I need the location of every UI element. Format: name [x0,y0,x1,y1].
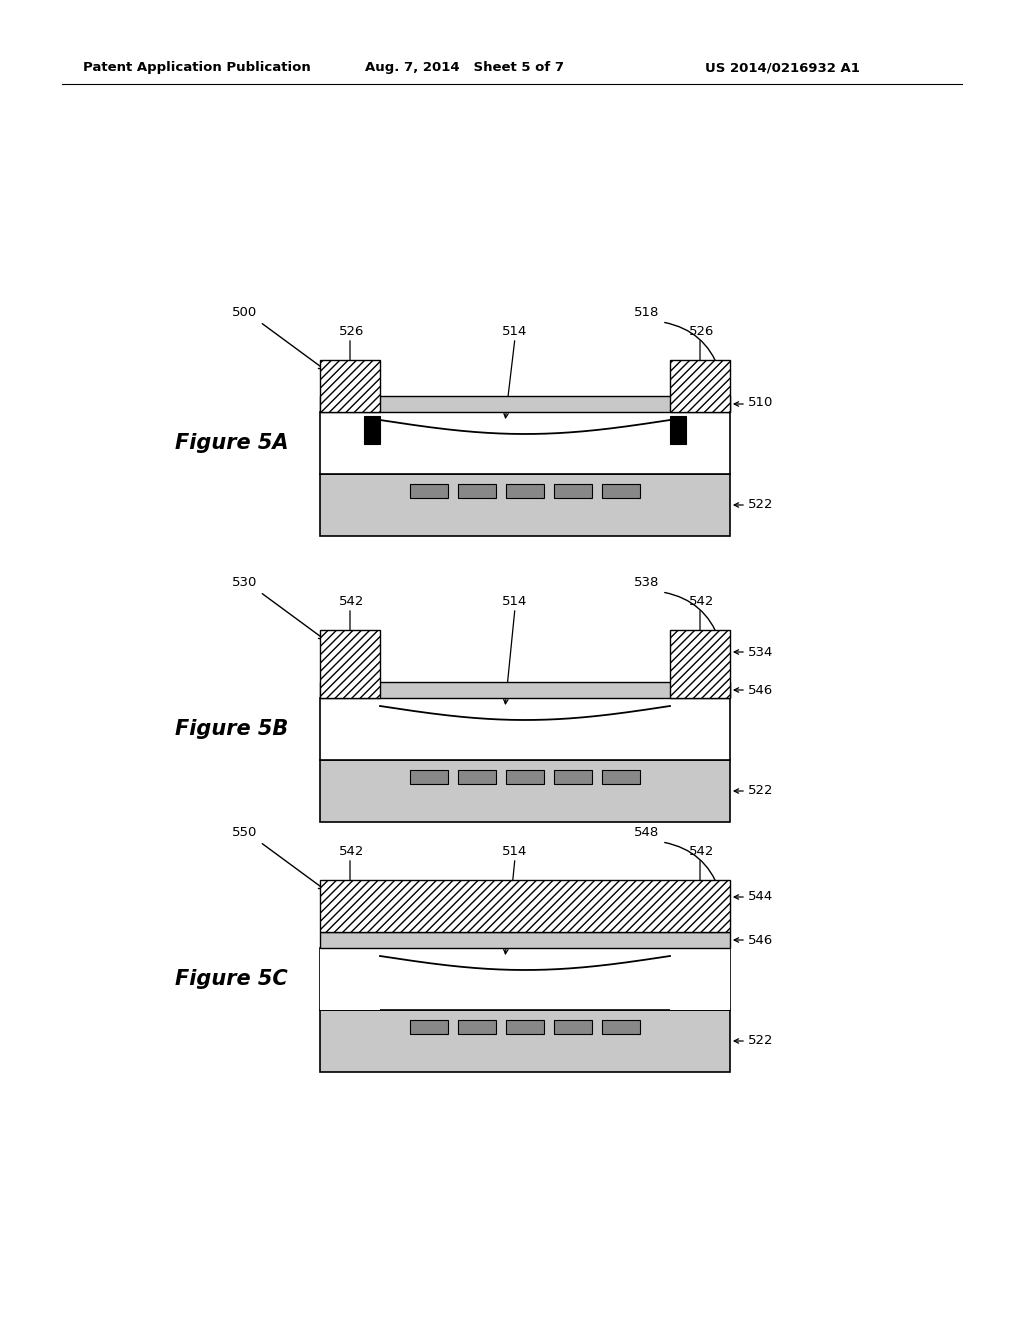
Text: Figure 5B: Figure 5B [175,719,288,739]
Text: Figure 5A: Figure 5A [175,433,289,453]
Bar [380,360,670,396]
Text: 542: 542 [689,845,715,858]
Bar [319,948,730,1010]
Text: 546: 546 [748,684,773,697]
Bar [319,948,380,1010]
Text: 522: 522 [748,784,773,797]
Bar [319,474,730,536]
Bar [458,770,496,784]
Text: 514: 514 [503,595,527,609]
Bar [602,770,640,784]
Text: 546: 546 [748,933,773,946]
Bar [319,698,730,760]
Text: 500: 500 [232,305,257,318]
Bar [319,682,730,698]
Text: 538: 538 [634,576,659,589]
Bar [670,948,730,1010]
Bar [319,1010,730,1072]
Bar [319,630,380,698]
Text: 544: 544 [748,891,773,903]
Bar [319,932,730,948]
Text: 514: 514 [503,845,527,858]
Bar [319,760,730,822]
Text: 514: 514 [503,325,527,338]
Text: 542: 542 [689,595,715,609]
Bar [364,416,380,444]
Bar [670,630,730,698]
Text: 526: 526 [689,325,715,338]
Bar [554,770,592,784]
Bar [506,484,544,498]
Text: 550: 550 [232,825,257,838]
Text: 542: 542 [339,845,365,858]
Bar [506,770,544,784]
Text: Patent Application Publication: Patent Application Publication [83,62,310,74]
Bar [602,1020,640,1034]
Text: Figure 5C: Figure 5C [175,969,288,989]
Bar [554,484,592,498]
Bar [506,1020,544,1034]
Bar [319,880,730,932]
Text: 518: 518 [634,305,659,318]
Bar [319,412,730,474]
Bar [319,360,380,412]
Text: 522: 522 [748,499,773,511]
Text: Aug. 7, 2014   Sheet 5 of 7: Aug. 7, 2014 Sheet 5 of 7 [365,62,564,74]
Text: 526: 526 [339,325,365,338]
Bar [410,1020,449,1034]
Bar [670,360,730,412]
Bar [319,396,730,412]
Bar [602,484,640,498]
Text: 548: 548 [634,825,659,838]
Bar [458,1020,496,1034]
Text: 510: 510 [748,396,773,408]
Bar [458,484,496,498]
Bar [410,770,449,784]
Text: 542: 542 [339,595,365,609]
Text: 530: 530 [232,576,257,589]
Bar [670,416,686,444]
Text: US 2014/0216932 A1: US 2014/0216932 A1 [705,62,860,74]
Bar [410,484,449,498]
Text: 534: 534 [748,645,773,659]
Bar [554,1020,592,1034]
Text: 522: 522 [748,1035,773,1048]
Bar [380,630,670,682]
